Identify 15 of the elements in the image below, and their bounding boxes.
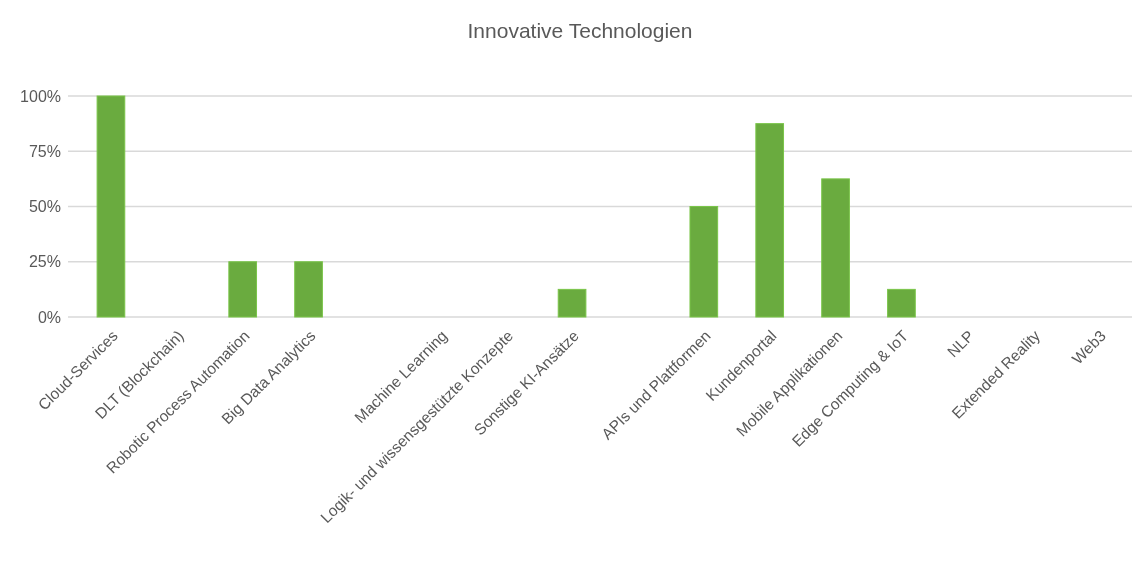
bar [294,261,323,318]
bar [96,95,126,318]
y-tick-label: 25% [28,253,61,271]
x-tick-label: NLP [943,326,978,361]
bar [689,206,719,318]
bar [755,123,785,318]
y-tick-label: 75% [28,142,61,160]
y-tick-label: 100% [20,87,61,105]
bar [228,261,258,318]
bar [821,178,850,318]
y-tick-label: 0% [37,308,61,326]
y-tick-label: 50% [28,198,61,216]
bar [887,288,916,318]
chart-title: Innovative Technologien [467,19,693,42]
bar [557,288,587,318]
